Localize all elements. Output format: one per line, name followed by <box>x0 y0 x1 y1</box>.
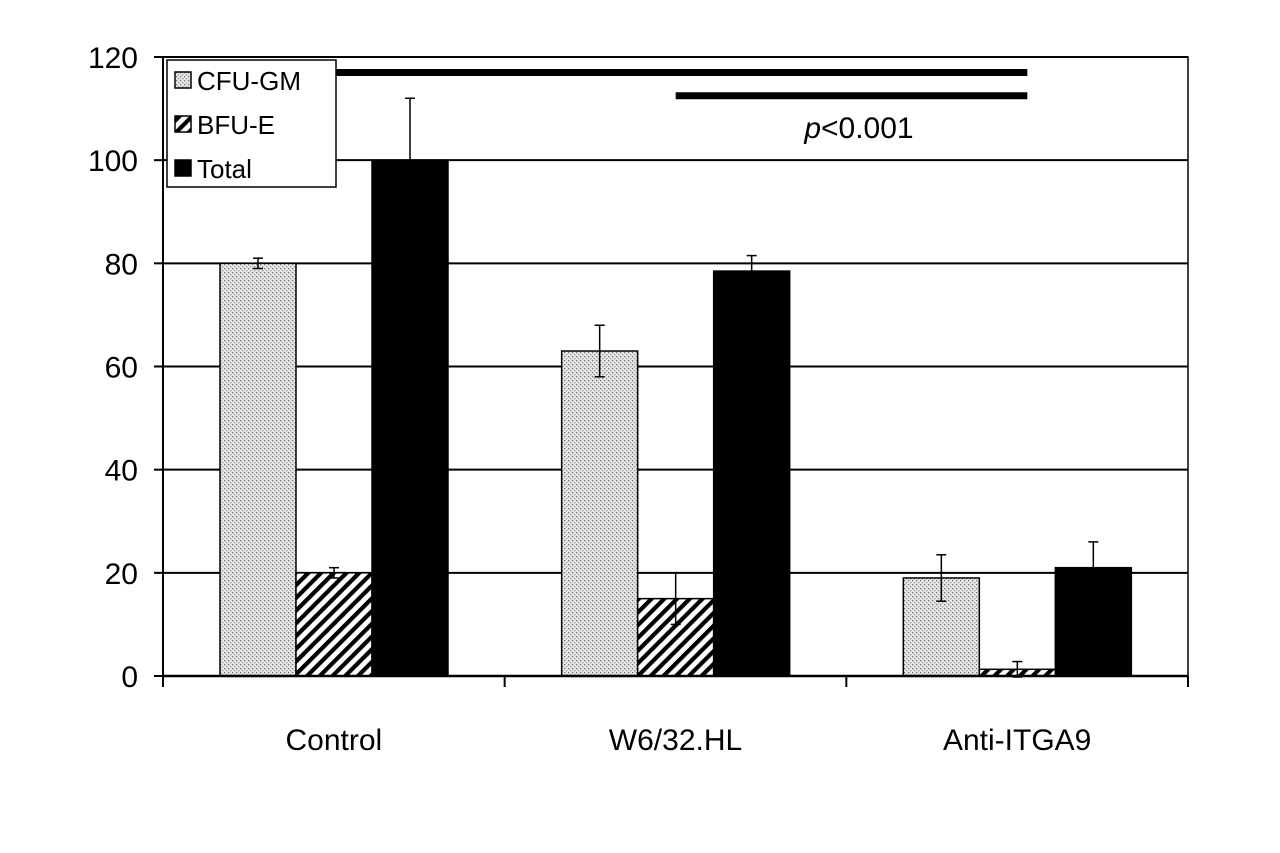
bar-bfu-e <box>295 572 373 677</box>
p-value-symbol: p <box>803 112 821 145</box>
legend-label: Total <box>197 154 252 184</box>
error-bar <box>746 254 757 288</box>
y-tick-label: 40 <box>105 455 138 488</box>
legend-swatch-cfu-gm <box>174 71 192 89</box>
x-category-label: W6/32.HL <box>609 724 742 757</box>
axes: 0 20 40 60 80 100 120 Control W6/32.HL Anti-ITGA9 <box>88 42 1189 757</box>
error-bar <box>1088 541 1099 595</box>
error-bar <box>670 572 681 626</box>
y-tick-label: 0 <box>121 661 138 694</box>
y-tick-label: 80 <box>105 248 138 281</box>
p-value-label: p<0.001 <box>803 112 913 145</box>
legend-label: BFU-E <box>197 110 275 140</box>
error-bar <box>329 566 339 579</box>
legend-swatch-bfu-e <box>174 115 192 133</box>
bar-total <box>712 270 791 677</box>
legend: CFU-GM BFU-E Total <box>166 59 337 188</box>
bar-total <box>371 159 449 677</box>
legend-box <box>166 59 337 188</box>
x-category-label: Anti-ITGA9 <box>943 724 1091 757</box>
y-tick-label: 100 <box>88 145 138 178</box>
bars <box>219 159 1133 677</box>
error-bar <box>253 257 263 270</box>
y-tick-label: 60 <box>105 352 138 385</box>
legend-label: CFU-GM <box>197 66 301 96</box>
p-value-threshold: <0.001 <box>821 112 914 145</box>
legend-swatch-total <box>174 159 192 177</box>
x-category-label: Control <box>285 724 382 757</box>
error-bars <box>253 97 1099 678</box>
y-tick-label: 20 <box>105 558 138 591</box>
error-bar <box>405 97 415 223</box>
bar-cfu-gm <box>219 262 297 677</box>
error-bar <box>936 554 947 602</box>
error-bar <box>594 324 605 378</box>
y-tick-label: 120 <box>88 42 138 75</box>
annotations: p<0.001 <box>334 68 1028 145</box>
bar-cfu-gm <box>560 350 639 677</box>
